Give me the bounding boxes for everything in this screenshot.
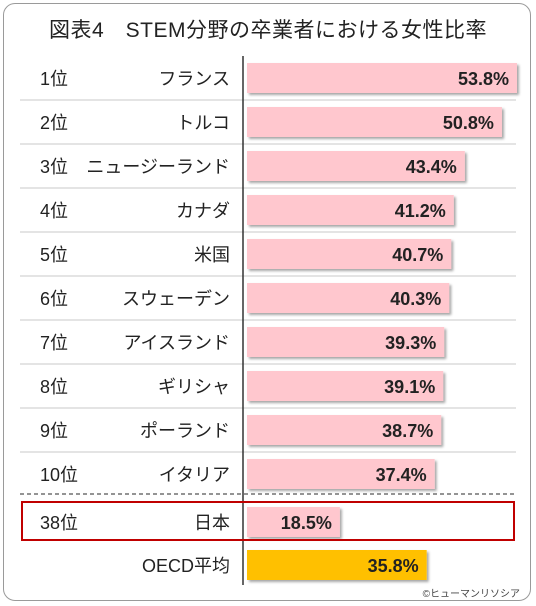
value-label: 41.2%	[395, 201, 446, 221]
chart-title: 図表4 STEM分野の卒業者における女性比率	[48, 19, 487, 42]
value-label: 39.1%	[384, 377, 435, 397]
rank-label: 38位	[40, 513, 78, 533]
rank-label: 1位	[40, 69, 68, 89]
country-label: OECD平均	[142, 556, 230, 576]
value-label: 38.7%	[382, 421, 433, 441]
bar	[247, 63, 517, 93]
value-label: 53.8%	[458, 69, 509, 89]
rank-label: 9位	[40, 421, 68, 441]
value-label: 40.3%	[390, 289, 441, 309]
country-label: トルコ	[176, 113, 230, 133]
country-label: スウェーデン	[122, 289, 230, 309]
country-label: ポーランド	[140, 421, 230, 441]
bar	[247, 283, 450, 313]
country-label: 日本	[194, 513, 230, 533]
bar	[247, 327, 445, 357]
rank-label: 4位	[40, 201, 68, 221]
rank-label: 2位	[40, 113, 68, 133]
rank-label: 7位	[40, 333, 68, 353]
country-label: イタリア	[159, 465, 230, 485]
highlight-box	[21, 501, 515, 541]
bar	[247, 550, 427, 580]
value-label: 18.5%	[281, 513, 332, 533]
country-label: フランス	[158, 69, 230, 89]
rank-label: 3位	[40, 157, 68, 177]
rank-label: 8位	[40, 377, 68, 397]
bar	[247, 415, 442, 445]
value-label: 37.4%	[376, 465, 427, 485]
bar	[247, 107, 502, 137]
country-label: カナダ	[176, 201, 230, 221]
country-label: ニュージーランド	[86, 157, 230, 177]
rank-label: 6位	[40, 289, 68, 309]
value-label: 43.4%	[406, 157, 457, 177]
bar	[247, 151, 465, 181]
bar	[247, 459, 435, 489]
value-label: 40.7%	[392, 245, 443, 265]
value-label: 50.8%	[443, 113, 494, 133]
copyright-text: ©ヒューマンリソシア	[422, 589, 520, 600]
bar	[247, 507, 340, 537]
rank-label: 10位	[40, 465, 78, 485]
country-label: アイスランド	[123, 333, 230, 353]
value-label: 39.3%	[385, 333, 436, 353]
rank-label: 5位	[40, 245, 68, 265]
country-label: ギリシャ	[158, 377, 230, 397]
bar	[247, 195, 454, 225]
value-label: 35.8%	[368, 556, 419, 576]
bar	[247, 239, 452, 269]
country-label: 米国	[194, 245, 230, 265]
bar	[247, 371, 444, 401]
